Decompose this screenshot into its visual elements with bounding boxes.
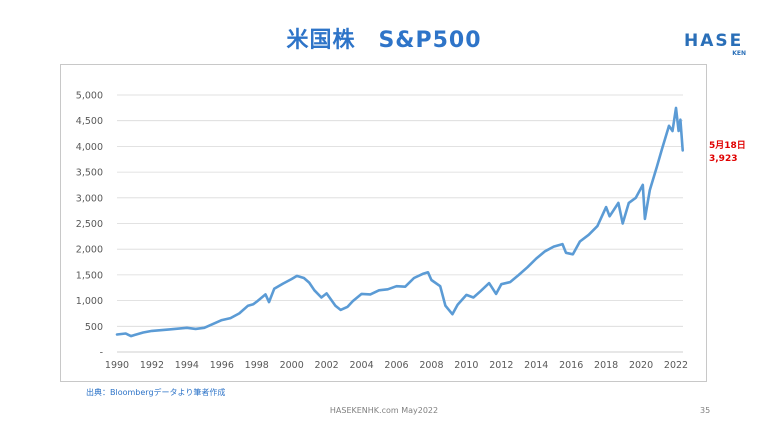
logo-subtext: KEN: [732, 50, 746, 57]
y-tick-label: 3,000: [76, 193, 103, 204]
hase-ken-logo: HASE KEN: [684, 31, 748, 58]
y-tick-label: 2,000: [76, 245, 103, 256]
x-tick-label: 2008: [419, 360, 443, 371]
page-number: 35: [700, 406, 711, 415]
x-tick-label: 2018: [594, 360, 618, 371]
y-tick-label: 1,500: [76, 270, 103, 281]
x-tick-label: 2020: [629, 360, 653, 371]
footer-text: HASEKENHK.com May2022: [329, 406, 439, 415]
x-tick-label: 1992: [140, 360, 164, 371]
x-tick-label: 2014: [524, 360, 548, 371]
x-tick-label: 1990: [105, 360, 129, 371]
sp500-line-chart: - 500 1,000 1,500 2,000 2,500 3,000 3,500 4,000 4…: [76, 91, 688, 372]
x-tick-label: 1994: [175, 360, 199, 371]
x-tick-label: 2010: [454, 360, 478, 371]
logo-text: HASE: [684, 31, 744, 51]
y-tick-label: 2,500: [76, 219, 103, 230]
x-tick-label: 1996: [210, 360, 234, 371]
x-tick-label: 2000: [280, 360, 304, 371]
source-note: 出典：Bloombergデータより筆者作成: [86, 388, 226, 397]
x-tick-label: 2002: [315, 360, 339, 371]
x-tick-label: 2016: [559, 360, 583, 371]
y-tick-label: 5,000: [76, 91, 103, 102]
y-tick-label: 4,000: [76, 142, 103, 153]
y-tick-label: 4,500: [76, 116, 103, 127]
x-tick-label: 2004: [349, 360, 373, 371]
x-tick-label: 1998: [245, 360, 269, 371]
x-tick-label: 2022: [664, 360, 688, 371]
x-tick-label: 2012: [489, 360, 513, 371]
chart-frame: - 500 1,000 1,500 2,000 2,500 3,000 3,500 4,000 4…: [60, 64, 707, 382]
annotation-value: 3,923: [709, 154, 738, 164]
y-tick-label: -: [100, 348, 103, 359]
page-title: 米国株 S&P500: [286, 28, 482, 53]
y-tick-label: 1,000: [76, 296, 103, 307]
y-tick-label: 3,500: [76, 168, 103, 179]
x-tick-label: 2006: [384, 360, 408, 371]
annotation-date: 5月18日: [709, 141, 746, 151]
y-tick-label: 500: [85, 322, 103, 333]
sp500-series-line: [115, 106, 684, 338]
latest-value-annotation: 5月18日 3,923: [709, 140, 746, 166]
